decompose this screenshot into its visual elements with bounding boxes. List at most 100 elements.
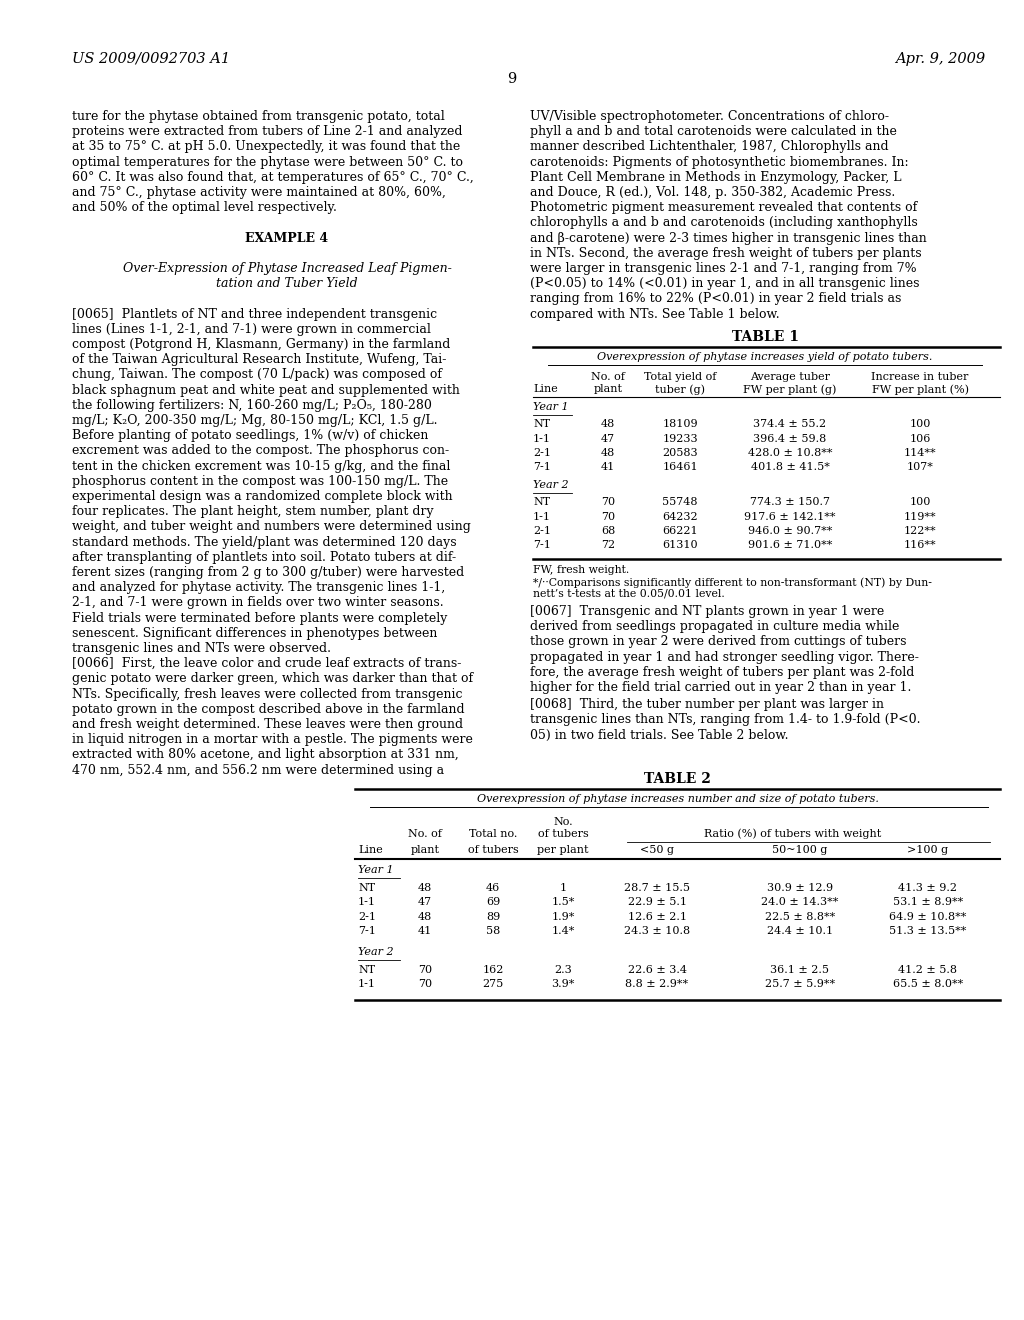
Text: Plant Cell Membrane in Methods in Enzymology, Packer, L: Plant Cell Membrane in Methods in Enzymo… — [530, 170, 901, 183]
Text: of tubers: of tubers — [538, 829, 589, 838]
Text: Over-Expression of Phytase Increased Leaf Pigmen-: Over-Expression of Phytase Increased Lea… — [123, 261, 452, 275]
Text: per plant: per plant — [538, 845, 589, 855]
Text: US 2009/0092703 A1: US 2009/0092703 A1 — [72, 51, 230, 66]
Text: 100: 100 — [909, 418, 931, 429]
Text: Line: Line — [534, 384, 558, 393]
Text: [0067]  Transgenic and NT plants grown in year 1 were: [0067] Transgenic and NT plants grown in… — [530, 605, 885, 618]
Text: propagated in year 1 and had stronger seedling vigor. There-: propagated in year 1 and had stronger se… — [530, 651, 919, 664]
Text: plant: plant — [411, 845, 439, 855]
Text: Line: Line — [358, 845, 383, 855]
Text: 1.9*: 1.9* — [551, 912, 574, 921]
Text: 470 nm, 552.4 nm, and 556.2 nm were determined using a: 470 nm, 552.4 nm, and 556.2 nm were dete… — [72, 763, 444, 776]
Text: 2-1: 2-1 — [534, 447, 551, 458]
Text: 70: 70 — [601, 498, 615, 507]
Text: the following fertilizers: N, 160-260 mg/L; P₂O₅, 180-280: the following fertilizers: N, 160-260 mg… — [72, 399, 432, 412]
Text: lines (Lines 1-1, 2-1, and 7-1) were grown in commercial: lines (Lines 1-1, 2-1, and 7-1) were gro… — [72, 323, 431, 335]
Text: Total no.: Total no. — [469, 829, 517, 838]
Text: UV/Visible spectrophotometer. Concentrations of chloro-: UV/Visible spectrophotometer. Concentrat… — [530, 110, 889, 123]
Text: 89: 89 — [485, 912, 500, 921]
Text: 48: 48 — [601, 447, 615, 458]
Text: 50~100 g: 50~100 g — [772, 845, 827, 855]
Text: and 50% of the optimal level respectively.: and 50% of the optimal level respectivel… — [72, 201, 337, 214]
Text: NT: NT — [358, 965, 375, 974]
Text: chlorophylls a and b and carotenoids (including xanthophylls: chlorophylls a and b and carotenoids (in… — [530, 216, 918, 230]
Text: Overexpression of phytase increases number and size of potato tubers.: Overexpression of phytase increases numb… — [476, 793, 879, 804]
Text: Overexpression of phytase increases yield of potato tubers.: Overexpression of phytase increases yiel… — [597, 352, 933, 362]
Text: phosphorus content in the compost was 100-150 mg/L. The: phosphorus content in the compost was 10… — [72, 475, 449, 488]
Text: [0065]  Plantlets of NT and three independent transgenic: [0065] Plantlets of NT and three indepen… — [72, 308, 437, 321]
Text: 64232: 64232 — [663, 511, 697, 521]
Text: chung, Taiwan. The compost (70 L/pack) was composed of: chung, Taiwan. The compost (70 L/pack) w… — [72, 368, 442, 381]
Text: 22.5 ± 8.8**: 22.5 ± 8.8** — [765, 912, 836, 921]
Text: 1-1: 1-1 — [534, 433, 551, 444]
Text: compost (Potgrond H, Klasmann, Germany) in the farmland: compost (Potgrond H, Klasmann, Germany) … — [72, 338, 451, 351]
Text: 65.5 ± 8.0**: 65.5 ± 8.0** — [893, 979, 964, 989]
Text: [0068]  Third, the tuber number per plant was larger in: [0068] Third, the tuber number per plant… — [530, 698, 884, 711]
Text: 162: 162 — [482, 965, 504, 974]
Text: 3.9*: 3.9* — [551, 979, 574, 989]
Text: those grown in year 2 were derived from cuttings of tubers: those grown in year 2 were derived from … — [530, 635, 906, 648]
Text: 22.9 ± 5.1: 22.9 ± 5.1 — [628, 898, 686, 907]
Text: 116**: 116** — [904, 540, 936, 550]
Text: standard methods. The yield/plant was determined 120 days: standard methods. The yield/plant was de… — [72, 536, 457, 549]
Text: FW, fresh weight.: FW, fresh weight. — [534, 565, 630, 576]
Text: 18109: 18109 — [663, 418, 697, 429]
Text: TABLE 1: TABLE 1 — [731, 330, 799, 345]
Text: 2.3: 2.3 — [554, 965, 571, 974]
Text: 774.3 ± 150.7: 774.3 ± 150.7 — [750, 498, 830, 507]
Text: 53.1 ± 8.9**: 53.1 ± 8.9** — [893, 898, 964, 907]
Text: Photometric pigment measurement revealed that contents of: Photometric pigment measurement revealed… — [530, 201, 918, 214]
Text: 48: 48 — [418, 912, 432, 921]
Text: of tubers: of tubers — [468, 845, 518, 855]
Text: 72: 72 — [601, 540, 615, 550]
Text: manner described Lichtenthaler, 1987, Chlorophylls and: manner described Lichtenthaler, 1987, Ch… — [530, 140, 889, 153]
Text: 55748: 55748 — [663, 498, 697, 507]
Text: No. of: No. of — [591, 372, 625, 381]
Text: 25.7 ± 5.9**: 25.7 ± 5.9** — [765, 979, 835, 989]
Text: ranging from 16% to 22% (P<0.01) in year 2 field trials as: ranging from 16% to 22% (P<0.01) in year… — [530, 293, 901, 305]
Text: and fresh weight determined. These leaves were then ground: and fresh weight determined. These leave… — [72, 718, 463, 731]
Text: NT: NT — [358, 883, 375, 892]
Text: 100: 100 — [909, 498, 931, 507]
Text: 30.9 ± 12.9: 30.9 ± 12.9 — [767, 883, 834, 892]
Text: 19233: 19233 — [663, 433, 697, 444]
Text: at 35 to 75° C. at pH 5.0. Unexpectedly, it was found that the: at 35 to 75° C. at pH 5.0. Unexpectedly,… — [72, 140, 460, 153]
Text: No.: No. — [553, 817, 572, 826]
Text: experimental design was a randomized complete block with: experimental design was a randomized com… — [72, 490, 453, 503]
Text: 917.6 ± 142.1**: 917.6 ± 142.1** — [744, 511, 836, 521]
Text: tent in the chicken excrement was 10-15 g/kg, and the final: tent in the chicken excrement was 10-15 … — [72, 459, 451, 473]
Text: 41: 41 — [601, 462, 615, 473]
Text: 401.8 ± 41.5*: 401.8 ± 41.5* — [751, 462, 829, 473]
Text: tation and Tuber Yield: tation and Tuber Yield — [216, 277, 357, 290]
Text: transgenic lines and NTs were observed.: transgenic lines and NTs were observed. — [72, 642, 331, 655]
Text: 41.2 ± 5.8: 41.2 ± 5.8 — [898, 965, 957, 974]
Text: excrement was added to the compost. The phosphorus con-: excrement was added to the compost. The … — [72, 445, 450, 458]
Text: 8.8 ± 2.9**: 8.8 ± 2.9** — [626, 979, 688, 989]
Text: extracted with 80% acetone, and light absorption at 331 nm,: extracted with 80% acetone, and light ab… — [72, 748, 459, 762]
Text: Year 1: Year 1 — [358, 865, 393, 875]
Text: 05) in two field trials. See Table 2 below.: 05) in two field trials. See Table 2 bel… — [530, 729, 788, 742]
Text: NTs. Specifically, fresh leaves were collected from transgenic: NTs. Specifically, fresh leaves were col… — [72, 688, 463, 701]
Text: [0066]  First, the leave color and crude leaf extracts of trans-: [0066] First, the leave color and crude … — [72, 657, 462, 671]
Text: 1.5*: 1.5* — [551, 898, 574, 907]
Text: (P<0.05) to 14% (<0.01) in year 1, and in all transgenic lines: (P<0.05) to 14% (<0.01) in year 1, and i… — [530, 277, 920, 290]
Text: 107*: 107* — [906, 462, 934, 473]
Text: 428.0 ± 10.8**: 428.0 ± 10.8** — [748, 447, 833, 458]
Text: 58: 58 — [485, 927, 500, 936]
Text: 12.6 ± 2.1: 12.6 ± 2.1 — [628, 912, 686, 921]
Text: 47: 47 — [418, 898, 432, 907]
Text: plant: plant — [594, 384, 623, 393]
Text: 61310: 61310 — [663, 540, 697, 550]
Text: 396.4 ± 59.8: 396.4 ± 59.8 — [754, 433, 826, 444]
Text: 20583: 20583 — [663, 447, 697, 458]
Text: 46: 46 — [485, 883, 500, 892]
Text: Year 1: Year 1 — [534, 403, 568, 412]
Text: 946.0 ± 90.7**: 946.0 ± 90.7** — [748, 525, 833, 536]
Text: ture for the phytase obtained from transgenic potato, total: ture for the phytase obtained from trans… — [72, 110, 444, 123]
Text: 41.3 ± 9.2: 41.3 ± 9.2 — [898, 883, 957, 892]
Text: EXAMPLE 4: EXAMPLE 4 — [246, 231, 329, 244]
Text: 1.4*: 1.4* — [551, 927, 574, 936]
Text: 1: 1 — [559, 883, 566, 892]
Text: 48: 48 — [418, 883, 432, 892]
Text: potato grown in the compost described above in the farmland: potato grown in the compost described ab… — [72, 702, 465, 715]
